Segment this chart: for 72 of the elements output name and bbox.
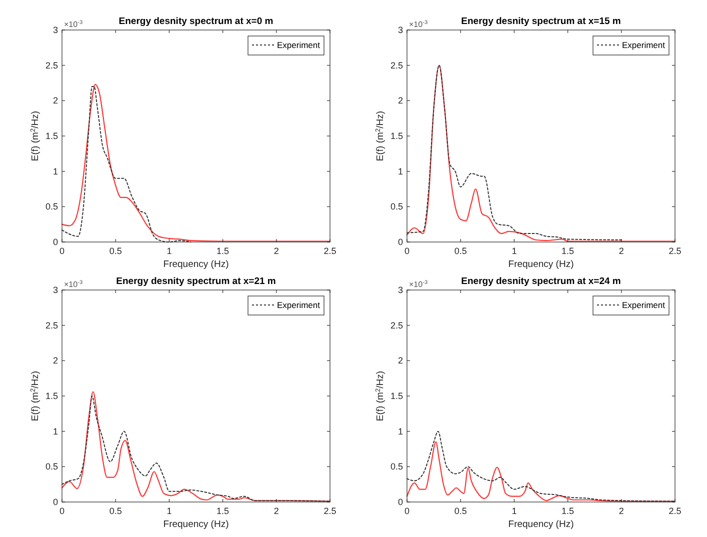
y-tick-label: 0.5 bbox=[390, 202, 403, 212]
x-tick-label: 1 bbox=[512, 506, 517, 516]
y-tick-label: 2 bbox=[52, 96, 58, 106]
x-tick-label: 0.5 bbox=[109, 506, 122, 516]
x-tick-label: 1.5 bbox=[216, 246, 230, 256]
y-tick-label: 1 bbox=[52, 426, 58, 436]
y-tick-label: 1.5 bbox=[45, 391, 58, 401]
text: ×10$^{-3}$ bbox=[64, 20, 83, 29]
y-tick-label: 2 bbox=[398, 356, 403, 366]
y-tick-label: 1.5 bbox=[390, 131, 403, 141]
y-tick-label: 0 bbox=[52, 497, 58, 507]
line-series bbox=[406, 64, 676, 242]
legend-label: Experiment bbox=[277, 300, 321, 310]
x-tick-label: 2 bbox=[618, 506, 624, 516]
text: ×10$^{-3}$ bbox=[409, 280, 428, 289]
y-tick-label: 3 bbox=[52, 285, 58, 295]
y-tick-label: 0 bbox=[398, 497, 403, 507]
x-tick-label: 2.5 bbox=[668, 506, 682, 516]
y-tick-label: 2 bbox=[52, 356, 58, 366]
line-series bbox=[61, 84, 331, 242]
x-tick-label: 1 bbox=[166, 506, 172, 516]
x-tick-label: 2 bbox=[274, 506, 279, 516]
y-tick-label: 0.5 bbox=[45, 462, 58, 472]
y-tick-label: 0.5 bbox=[45, 202, 58, 212]
line-series bbox=[406, 64, 622, 240]
chart-title: Energy desnity spectrum at x=21 m bbox=[116, 276, 276, 287]
x-tick-label: 2.5 bbox=[324, 246, 336, 256]
y-tick-label: 0 bbox=[398, 237, 403, 247]
y-tick-label: 2.5 bbox=[390, 320, 403, 330]
text: ×10$^{-3}$ bbox=[64, 280, 83, 289]
y-tick-label: 1.5 bbox=[45, 131, 58, 141]
x-tick-label: 1.5 bbox=[562, 246, 574, 256]
legend-label: Experiment bbox=[277, 40, 321, 50]
chart-title: Energy desnity spectrum at x=0 m bbox=[118, 16, 274, 27]
y-tick-label: 0 bbox=[52, 237, 58, 247]
y-tick-label: 3 bbox=[52, 25, 58, 35]
x-axis-title: Frequency (Hz) bbox=[163, 519, 229, 530]
x-tick-label: 0.5 bbox=[454, 506, 467, 516]
text: ×10$^{-3}$ bbox=[409, 20, 428, 29]
x-tick-label: 1.5 bbox=[216, 506, 230, 516]
x-tick-label: 2 bbox=[274, 246, 279, 256]
x-tick-label: 1 bbox=[166, 246, 172, 256]
x-tick-label: 2 bbox=[618, 246, 624, 256]
x-tick-label: 1.5 bbox=[562, 506, 574, 516]
x-tick-label: 0 bbox=[59, 506, 65, 516]
x-tick-label: 2.5 bbox=[668, 246, 682, 256]
x-tick-label: 0 bbox=[404, 506, 410, 516]
x-tick-label: 0 bbox=[59, 246, 65, 256]
x-tick-label: 0.5 bbox=[109, 246, 122, 256]
y-tick-label: 2.5 bbox=[390, 60, 403, 70]
x-tick-label: 0.5 bbox=[454, 246, 467, 256]
x-tick-label: 2.5 bbox=[324, 506, 336, 516]
x-axis-title: Frequency (Hz) bbox=[508, 259, 574, 270]
legend-label: Experiment bbox=[622, 40, 666, 50]
chart-title: Energy desnity spectrum at x=24 m bbox=[461, 276, 621, 287]
line-series bbox=[62, 86, 192, 242]
y-tick-label: 2 bbox=[398, 96, 403, 106]
x-tick-label: 0 bbox=[404, 246, 410, 256]
x-axis-title: Frequency (Hz) bbox=[508, 519, 574, 530]
x-axis-title: Frequency (Hz) bbox=[163, 259, 229, 270]
y-tick-label: 1 bbox=[398, 166, 403, 176]
y-tick-label: 2.5 bbox=[45, 320, 58, 330]
x-tick-label: 1 bbox=[512, 246, 517, 256]
y-tick-label: 1 bbox=[52, 166, 58, 176]
legend-label: Experiment bbox=[622, 300, 666, 310]
y-tick-label: 3 bbox=[398, 285, 403, 295]
y-tick-label: 2.5 bbox=[45, 60, 58, 70]
y-tick-label: 1.5 bbox=[390, 391, 403, 401]
chart-title: Energy desnity spectrum at x=15 m bbox=[461, 16, 621, 27]
y-tick-label: 1 bbox=[398, 426, 403, 436]
y-tick-label: 3 bbox=[398, 25, 403, 35]
y-tick-label: 0.5 bbox=[390, 462, 403, 472]
